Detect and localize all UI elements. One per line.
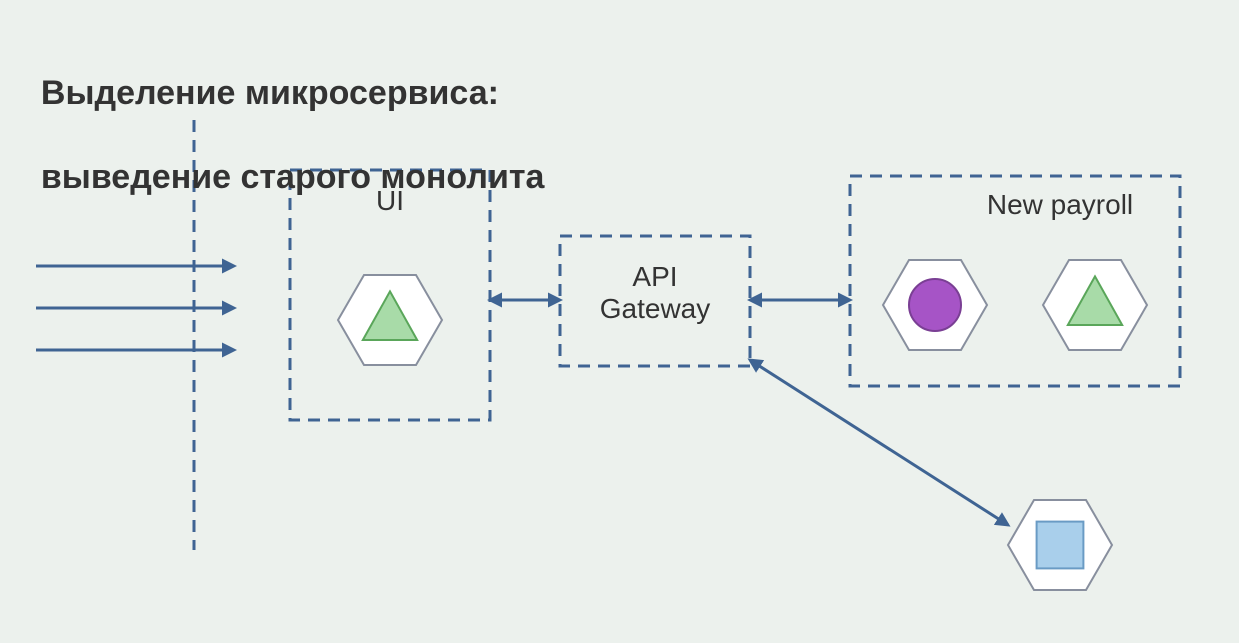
title-line-2: выведение старого монолита (41, 158, 545, 196)
title-line-1: Выделение микросервиса: (41, 74, 499, 112)
page-title: Выделение микросервиса: выведение старог… (22, 30, 544, 198)
svg-text:APIGateway: APIGateway (600, 261, 711, 324)
svg-text:New payroll: New payroll (987, 189, 1133, 220)
